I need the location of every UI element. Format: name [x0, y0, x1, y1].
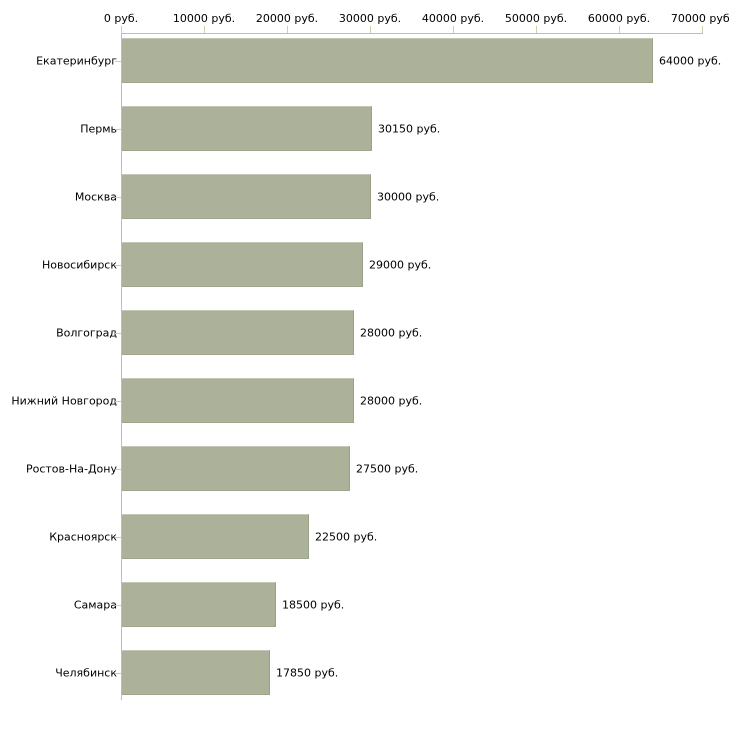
- bar-4: [122, 242, 363, 287]
- category-tick: [115, 265, 121, 266]
- x-axis-tick: [204, 26, 205, 33]
- category-tick: [115, 197, 121, 198]
- value-label: 30000 руб.: [377, 190, 440, 204]
- value-label: 27500 руб.: [356, 462, 419, 476]
- x-axis-tick: [453, 26, 454, 33]
- x-axis-tick-label: 0 руб.: [103, 12, 139, 25]
- value-label: 29000 руб.: [369, 258, 432, 272]
- x-axis-tick-label: 10000 руб.: [172, 12, 236, 25]
- x-axis-tick: [370, 26, 371, 33]
- bar-6: [122, 378, 354, 423]
- x-axis-tick: [702, 26, 703, 33]
- x-axis-tick-label: 70000 руб.: [670, 12, 730, 25]
- category-tick: [115, 605, 121, 606]
- bar-9: [122, 582, 276, 627]
- x-axis-tick-label: 50000 руб.: [504, 12, 568, 25]
- value-label: 18500 руб.: [282, 598, 345, 612]
- bar-3: [122, 174, 371, 219]
- category-label: Челябинск: [55, 666, 117, 680]
- bar-1: [122, 38, 653, 83]
- y-axis-line: [121, 33, 122, 700]
- x-axis-tick: [121, 26, 122, 33]
- bar-10: [122, 650, 270, 695]
- bar-5: [122, 310, 354, 355]
- value-label: 22500 руб.: [315, 530, 378, 544]
- category-tick: [115, 333, 121, 334]
- category-tick: [115, 469, 121, 470]
- category-label: Самара: [73, 598, 117, 612]
- x-axis-tick-label: 30000 руб.: [338, 12, 402, 25]
- category-label: Новосибирск: [41, 258, 117, 272]
- x-axis-line: [121, 33, 703, 34]
- bar-2: [122, 106, 372, 151]
- value-label: 64000 руб.: [659, 54, 722, 68]
- category-tick: [115, 61, 121, 62]
- x-axis-tick-label: 40000 руб.: [421, 12, 485, 25]
- category-tick: [115, 673, 121, 674]
- value-label: 28000 руб.: [360, 394, 423, 408]
- bar-7: [122, 446, 350, 491]
- x-axis-tick-label: 60000 руб.: [587, 12, 651, 25]
- category-tick: [115, 401, 121, 402]
- x-axis-tick-label: 20000 руб.: [255, 12, 319, 25]
- x-axis-tick: [619, 26, 620, 33]
- category-label: Волгоград: [56, 326, 117, 340]
- category-label: Москва: [74, 190, 117, 204]
- x-axis-tick: [536, 26, 537, 33]
- value-label: 28000 руб.: [360, 326, 423, 340]
- bar-8: [122, 514, 309, 559]
- category-label: Екатеринбург: [36, 54, 117, 68]
- category-label: Ростов-На-Дону: [25, 462, 117, 476]
- category-label: Пермь: [80, 122, 117, 136]
- category-tick: [115, 129, 121, 130]
- x-axis-tick: [287, 26, 288, 33]
- category-label: Нижний Новгород: [11, 394, 117, 408]
- value-label: 17850 руб.: [276, 666, 339, 680]
- category-label: Красноярск: [49, 530, 117, 544]
- category-tick: [115, 537, 121, 538]
- value-label: 30150 руб.: [378, 122, 441, 136]
